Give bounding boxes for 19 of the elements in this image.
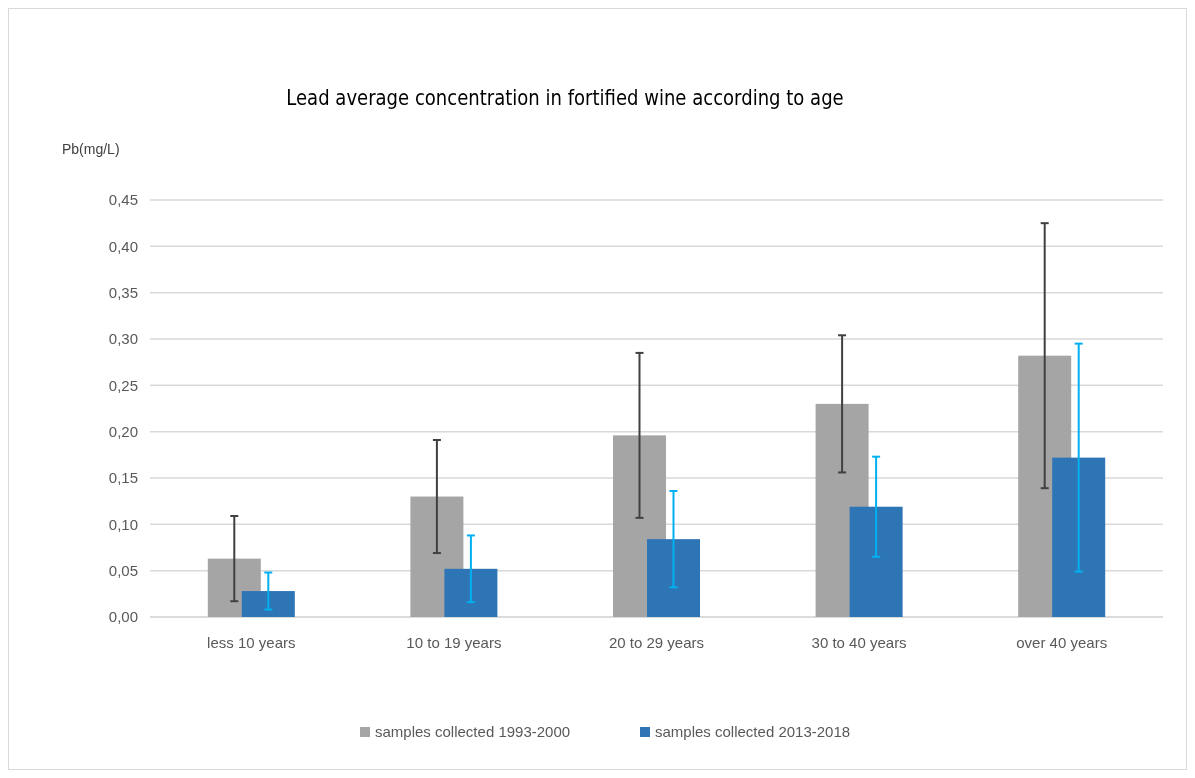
x-tick-label: over 40 years <box>1016 634 1108 652</box>
y-tick-label: 0,05 <box>108 561 138 579</box>
legend-label: samples collected 1993-2000 <box>375 723 571 741</box>
x-tick-label: 20 to 29 years <box>608 634 705 652</box>
x-tick-label: less 10 years <box>207 634 296 652</box>
y-tick-label: 0,10 <box>108 515 138 533</box>
y-tick-label: 0,20 <box>108 422 138 440</box>
x-tick-label: 30 to 40 years <box>811 634 907 652</box>
y-tick-label: 0,45 <box>108 191 138 209</box>
y-tick-label: 0,35 <box>108 283 138 301</box>
y-axis-title: Pb(mg/L) <box>62 141 120 157</box>
y-tick-label: 0,15 <box>108 469 138 487</box>
x-tick-label: 10 to 19 years <box>406 634 502 652</box>
chart-title: Lead average concentration in fortified wine according to age <box>286 84 844 111</box>
y-tick-label: 0,25 <box>108 376 138 394</box>
y-tick-label: 0,00 <box>108 608 138 626</box>
y-tick-label: 0,30 <box>108 330 138 348</box>
y-tick-label: 0,40 <box>108 237 138 255</box>
legend-label: samples collected 2013-2018 <box>655 723 851 741</box>
